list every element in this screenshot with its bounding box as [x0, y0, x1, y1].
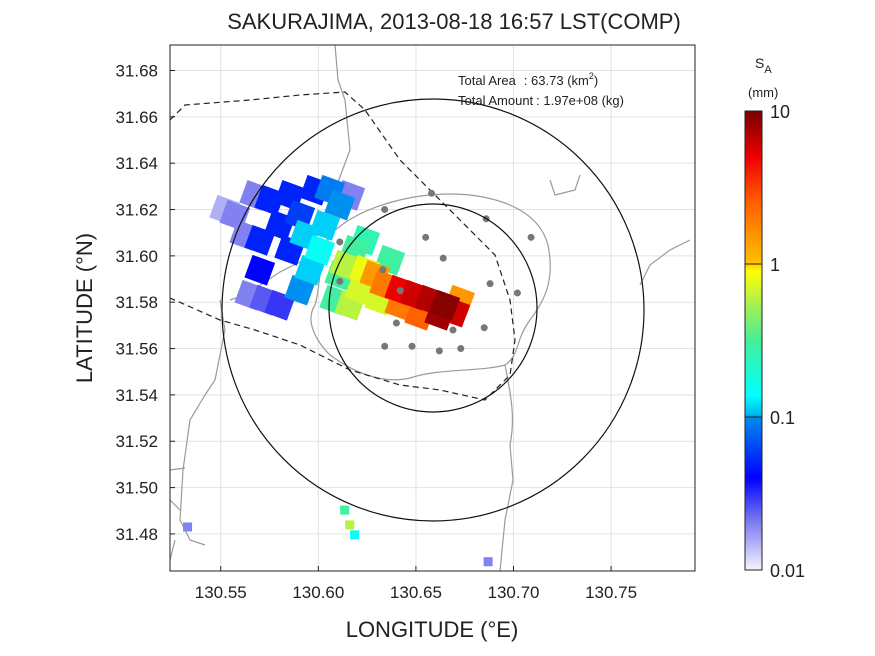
- colorbar-title: SA: [755, 55, 772, 76]
- y-tick-label: 31.50: [115, 479, 158, 498]
- station-dot: [435, 347, 443, 355]
- colorbar: [744, 110, 763, 571]
- chart-title: SAKURAJIMA, 2013-08-18 16:57 LST(COMP): [227, 9, 681, 34]
- station-dot: [381, 342, 389, 350]
- y-tick-label: 31.54: [115, 386, 158, 405]
- precipitation-cells: [183, 174, 493, 567]
- x-tick-label: 130.60: [292, 583, 344, 602]
- station-dot: [486, 280, 494, 288]
- total-amount-label: Total Amount: [458, 93, 534, 108]
- svg-text:Total Area: 63.73 (km2): Total Area : 63.73 (km2): [458, 71, 598, 88]
- outer-range-circle: [221, 98, 645, 522]
- y-tick-label: 31.58: [115, 293, 158, 312]
- precipitation-cell: [183, 522, 193, 532]
- precipitation-cell: [294, 254, 326, 286]
- colorbar-tick-label: 0.1: [770, 408, 795, 428]
- x-tick-label: 130.70: [487, 583, 539, 602]
- station-dot: [480, 324, 488, 332]
- station-dot: [449, 326, 457, 334]
- x-tick-label: 130.65: [390, 583, 442, 602]
- station-dot: [457, 345, 465, 353]
- station-dot: [428, 189, 436, 197]
- precipitation-cell: [429, 289, 461, 321]
- precipitation-cell: [340, 505, 350, 515]
- precipitation-cell: [324, 189, 356, 221]
- annotation-box: Total Area : 63.73 (km2) Total Amount: 1.…: [458, 71, 624, 108]
- x-axis-label: LONGITUDE (°E): [346, 617, 519, 642]
- axis-ticks: 130.55 130.60 130.65 130.70 130.75 31.48 31.50…: [115, 61, 637, 602]
- precipitation-cell: [350, 530, 360, 540]
- colorbar-unit: (mm): [748, 85, 778, 100]
- station-dot: [396, 287, 404, 295]
- y-tick-label: 31.66: [115, 108, 158, 127]
- colorbar-tick-label: 1: [770, 255, 780, 275]
- inner-range-circle: [328, 203, 538, 413]
- station-dot: [336, 277, 344, 285]
- station-dot: [439, 254, 447, 262]
- precipitation-cell: [244, 224, 276, 256]
- station-dot: [513, 289, 521, 297]
- y-tick-label: 31.56: [115, 340, 158, 359]
- area-superscript: 2: [589, 71, 594, 81]
- x-tick-label: 130.55: [195, 583, 247, 602]
- svg-text:Total Amount: 1.97e+08 (kg): Total Amount: 1.97e+08 (kg): [458, 93, 624, 108]
- y-tick-label: 31.62: [115, 201, 158, 220]
- station-dot: [422, 233, 430, 241]
- station-dot: [379, 266, 387, 274]
- precipitation-cell: [219, 199, 251, 231]
- boundary-dashed-line: [169, 91, 516, 401]
- station-dot: [336, 238, 344, 246]
- y-axis-label: LATITUDE (°N): [72, 233, 97, 383]
- precipitation-cell: [284, 199, 316, 231]
- y-tick-label: 31.52: [115, 432, 158, 451]
- total-amount-value: : 1.97e+08 (kg): [536, 93, 624, 108]
- y-tick-label: 31.68: [115, 61, 158, 80]
- precipitation-cell: [345, 520, 355, 530]
- x-tick-label: 130.75: [585, 583, 637, 602]
- area-close: ): [594, 73, 598, 88]
- precipitation-cell: [304, 234, 336, 266]
- y-tick-label: 31.60: [115, 247, 158, 266]
- y-tick-label: 31.48: [115, 525, 158, 544]
- precipitation-cell: [254, 184, 286, 216]
- total-area-label: Total Area: [458, 73, 517, 88]
- station-dot: [392, 319, 400, 327]
- y-tick-label: 31.64: [115, 154, 158, 173]
- station-dot: [527, 233, 535, 241]
- precipitation-cell: [483, 557, 493, 567]
- colorbar-tick-label: 0.01: [770, 561, 805, 581]
- colorbar-ticks: 10 1 0.1 0.01: [745, 102, 805, 581]
- station-dot: [408, 342, 416, 350]
- station-dot: [381, 206, 389, 214]
- total-area-value: : 63.73 (km: [524, 73, 589, 88]
- colorbar-tick-label: 10: [770, 102, 790, 122]
- stations: [336, 189, 535, 355]
- plot-frame: [169, 44, 696, 572]
- precipitation-cell: [284, 274, 316, 306]
- precipitation-cell: [244, 254, 276, 286]
